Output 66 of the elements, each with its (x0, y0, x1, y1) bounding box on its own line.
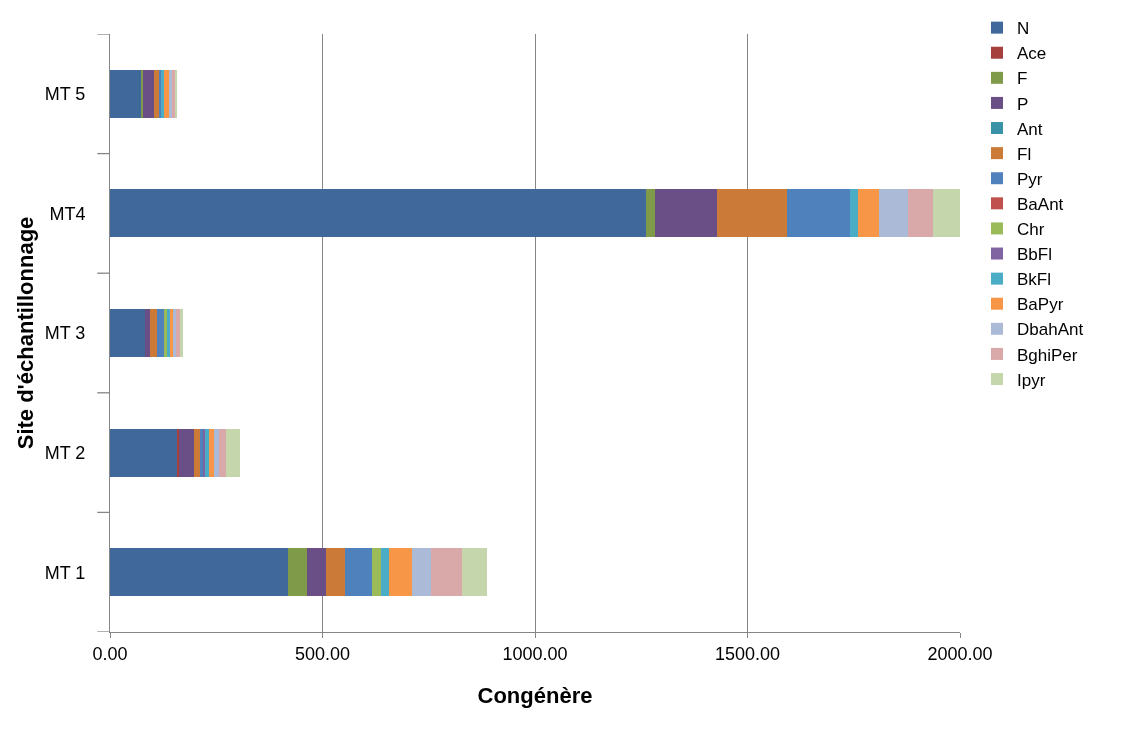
bar (655, 189, 718, 238)
bar (857, 189, 879, 238)
y-tick-label: MT 2 (44, 442, 86, 463)
legend-label: BaAnt (1017, 194, 1064, 214)
x-tick-label: 1000.00 (502, 643, 568, 664)
y-tick-label: MT 5 (44, 84, 86, 105)
bar (878, 189, 909, 238)
bar (153, 69, 159, 118)
legend-label: Ipyr (1017, 370, 1046, 390)
bar (175, 309, 180, 357)
legend-label: BaPyr (1017, 295, 1064, 315)
y-axis-title: Site d'échantillonnage (12, 216, 38, 450)
bar (149, 309, 158, 357)
legend-label: P (1017, 94, 1029, 114)
x-tick-label: 0.00 (92, 643, 128, 664)
bar (157, 309, 165, 357)
bar (110, 69, 141, 118)
x-tick-label: 500.00 (294, 643, 351, 664)
bar (933, 189, 960, 238)
bar (226, 428, 240, 477)
x-tick-label: 1500.00 (714, 643, 781, 664)
bar (326, 548, 346, 597)
bar (142, 69, 154, 118)
y-tick-label: MT4 (49, 203, 86, 224)
legend-label: Ant (1017, 119, 1043, 139)
bar (345, 548, 372, 597)
bar (110, 548, 288, 597)
bar (110, 309, 145, 357)
bar (371, 548, 382, 597)
legend-label: Pyr (1017, 169, 1043, 189)
bar (645, 189, 656, 238)
bar (140, 69, 143, 118)
bar (306, 548, 327, 597)
bar (787, 189, 850, 238)
bar (173, 309, 176, 357)
legend-label: Fl (1017, 144, 1032, 164)
bar (214, 428, 219, 477)
bar (208, 428, 215, 477)
x-tick-label: 2000.00 (927, 643, 993, 664)
bar (389, 548, 413, 597)
legend-label: DbahAnt (1017, 320, 1084, 340)
bar (412, 548, 431, 597)
bar (381, 548, 390, 597)
bar (179, 428, 195, 477)
legend-label: BghiPer (1017, 345, 1078, 365)
legend-label: N (1017, 19, 1030, 39)
bar (144, 309, 150, 357)
bar (163, 69, 169, 118)
bar (717, 189, 788, 238)
bar (218, 428, 227, 477)
legend-label: BbFl (1017, 245, 1052, 265)
bar (849, 189, 858, 238)
bar (908, 189, 934, 238)
bar (110, 189, 646, 238)
y-tick-label: MT 1 (44, 562, 86, 583)
x-axis-title: Congénère (477, 683, 593, 709)
legend-label: Chr (1017, 220, 1045, 240)
bar (287, 548, 307, 597)
legend-label: F (1017, 69, 1028, 89)
bar (461, 548, 487, 597)
y-tick-label: MT 3 (44, 323, 86, 344)
bar (194, 428, 201, 477)
legend-label: BkFl (1017, 270, 1051, 290)
bar (430, 548, 462, 597)
bar (110, 428, 178, 477)
legend-label: Ace (1017, 44, 1047, 64)
